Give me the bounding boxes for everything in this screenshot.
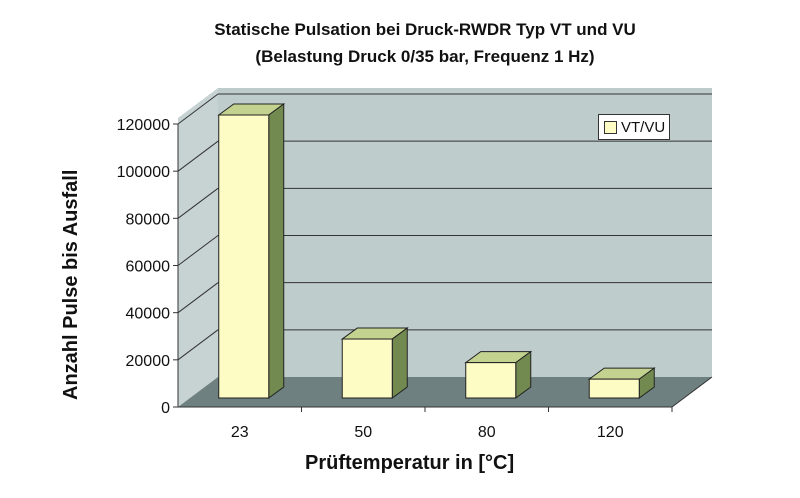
- y-tick-label: 20000: [126, 353, 171, 370]
- gridline: [177, 140, 219, 172]
- legend-swatch-icon: [604, 120, 617, 134]
- legend: VT/VU: [598, 114, 670, 140]
- x-axis-label: Prüftemperatur in [°C]: [305, 452, 515, 474]
- bar-side: [391, 327, 408, 399]
- chart-subtitle: (Belastung Druck 0/35 bar, Frequenz 1 Hz…: [255, 47, 595, 66]
- side-wall: [178, 88, 218, 407]
- bar-80: [465, 362, 517, 399]
- floor: [178, 377, 712, 407]
- legend-label: VT/VU: [621, 118, 666, 136]
- bar-120: [588, 378, 640, 399]
- gridline: [177, 282, 219, 314]
- y-tick-label: 0: [161, 400, 170, 417]
- bar-23: [218, 114, 270, 399]
- floor-edge: [671, 376, 713, 408]
- x-tick-label: 80: [478, 424, 496, 441]
- gridline: [177, 93, 219, 125]
- x-tick-label: 50: [354, 424, 372, 441]
- gridline: [177, 235, 219, 266]
- x-tick-label: 23: [231, 424, 249, 441]
- y-tick-label: 120000: [117, 117, 170, 134]
- bar-side: [268, 103, 285, 399]
- y-tick-label: 60000: [126, 259, 171, 276]
- y-tick-label: 100000: [117, 164, 170, 181]
- gridline: [177, 187, 219, 219]
- bar-50: [341, 338, 393, 399]
- chart-title: Statische Pulsation bei Druck-RWDR Typ V…: [214, 20, 636, 39]
- x-tick-label: 120: [597, 424, 624, 441]
- y-axis-label: Anzahl Pulse bis Ausfall: [60, 169, 82, 400]
- y-tick-label: 80000: [126, 211, 171, 228]
- gridline: [177, 329, 219, 361]
- y-tick-label: 40000: [126, 306, 171, 323]
